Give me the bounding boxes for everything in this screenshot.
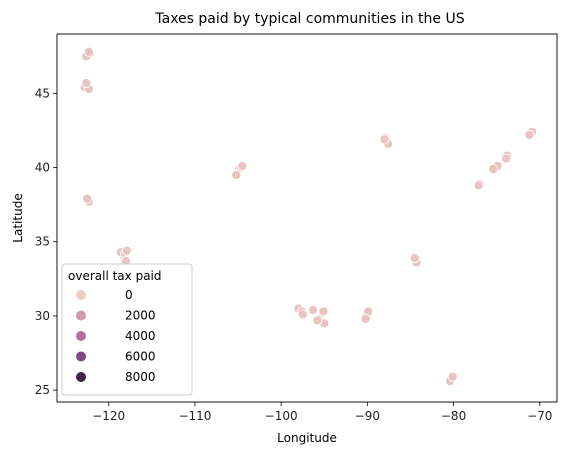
y-axis-label: Latitude [11, 193, 25, 242]
legend-marker [76, 331, 86, 341]
data-point [473, 180, 484, 191]
data-point [297, 309, 308, 320]
y-tick-label: 45 [35, 86, 50, 100]
x-tick-label: −70 [527, 409, 552, 423]
data-point [237, 161, 248, 172]
legend-marker [76, 310, 86, 321]
data-point [524, 129, 535, 140]
plot-frame [56, 33, 558, 403]
y-tick-label: 35 [35, 235, 50, 249]
x-tick-label: −110 [178, 409, 211, 423]
data-point [81, 77, 92, 89]
data-point [447, 371, 458, 382]
data-point [312, 315, 323, 326]
y-tick-label: 25 [35, 383, 50, 397]
legend-label: 4000 [125, 329, 156, 343]
data-point [83, 46, 94, 57]
legend-marker [76, 372, 86, 382]
data-point [307, 304, 319, 316]
x-axis-label: Longitude [277, 431, 337, 445]
legend-marker [76, 290, 86, 300]
data-point [409, 253, 420, 264]
data-point [360, 313, 371, 324]
legend-marker [76, 351, 86, 362]
legend-title: overall tax paid [68, 269, 162, 283]
data-point [231, 169, 242, 181]
legend-label: 8000 [125, 370, 156, 384]
y-tick-label: 40 [35, 161, 50, 175]
legend-label: 6000 [125, 350, 156, 364]
legend-entries: 0 2000 4000 6000 8000 [76, 288, 156, 384]
x-tick-label: −100 [265, 409, 298, 423]
x-axis: −120 −110 −100 −90 −80 −70 [92, 402, 552, 423]
x-tick-label: −120 [92, 409, 125, 423]
data-point [318, 306, 329, 317]
legend-box [61, 263, 193, 396]
y-tick-label: 30 [35, 309, 50, 323]
points-layer [79, 46, 538, 387]
chart-title: Taxes paid by typical communities in the… [154, 11, 464, 27]
data-point [121, 245, 132, 256]
y-axis: 25 30 35 40 45 [35, 86, 57, 397]
legend: overall tax paid 0 2000 4000 6000 8000 [61, 263, 193, 396]
data-point [501, 153, 512, 164]
legend-label: 0 [125, 288, 133, 302]
data-point [379, 134, 390, 145]
x-tick-label: −80 [441, 409, 466, 423]
x-tick-label: −90 [355, 409, 380, 423]
data-point [82, 193, 93, 204]
data-point [488, 163, 499, 175]
legend-label: 2000 [125, 309, 156, 323]
